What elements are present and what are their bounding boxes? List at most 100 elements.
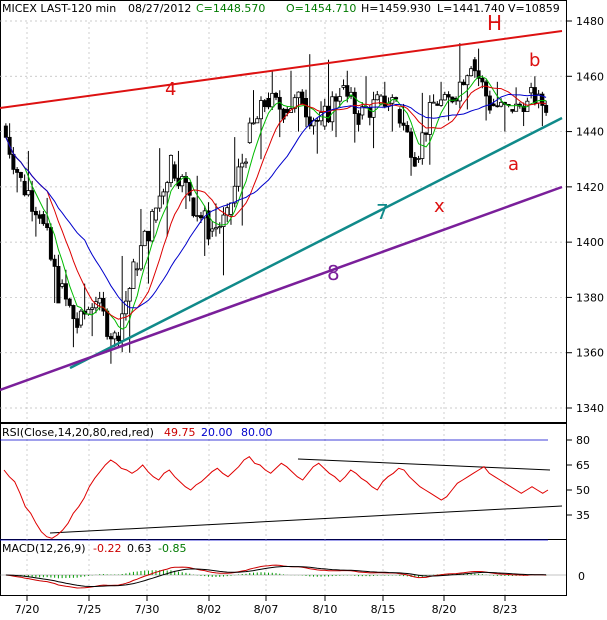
candle-body <box>450 96 455 103</box>
rsi-line-group <box>3 456 549 539</box>
candle-body <box>375 94 380 101</box>
macd-hist-value: -0.85 <box>158 542 186 555</box>
time-tick-label: 8/23 <box>493 603 518 616</box>
time-tick-label: 8/20 <box>432 603 457 616</box>
candle-body <box>187 182 192 196</box>
candle-body <box>296 91 301 99</box>
price-tick-label: 1420 <box>576 181 604 194</box>
candle-body <box>232 185 237 204</box>
rsi-tick-label: 50 <box>576 484 590 497</box>
candle-body <box>161 191 166 197</box>
candle-body <box>3 125 8 138</box>
candle-body <box>165 182 170 193</box>
price-tick-label: 1360 <box>576 347 604 360</box>
trendline-4 <box>0 30 563 109</box>
x-axis: 7/20 7/25 7/30 8/02 8/07 8/10 8/15 8/20 8/23 <box>15 596 518 616</box>
candle-body <box>48 227 53 260</box>
candle-body <box>446 94 451 98</box>
candle-body <box>157 195 162 209</box>
candle-body <box>202 210 207 219</box>
candle-body <box>150 210 155 242</box>
candle-body <box>416 158 421 160</box>
rsi-panel-frame <box>0 423 567 540</box>
macd-title: MACD(12,26,9) <box>2 542 86 555</box>
macd-line <box>5 564 547 589</box>
candle-body <box>221 214 226 227</box>
annotation-x: x <box>434 196 445 217</box>
rsi-lower-level: 20.00 <box>201 426 233 439</box>
price-tick-label: 1440 <box>576 126 604 139</box>
candle-body <box>510 109 515 112</box>
candle-body <box>101 297 106 312</box>
ma-fast-line <box>5 76 547 330</box>
rsi-upper-level: 80.00 <box>241 426 273 439</box>
candle-body <box>198 215 203 219</box>
candle-body <box>360 106 365 116</box>
candle-body <box>67 298 72 306</box>
header-high: H=1459.930 <box>361 2 431 15</box>
annotation-4: 4 <box>165 79 176 100</box>
candle-body <box>424 132 429 135</box>
header-symbol: MICEX LAST-120 min <box>2 2 116 15</box>
candle-body <box>138 245 143 270</box>
rsi-tick-label: 80 <box>576 434 590 447</box>
rsi-line <box>3 456 549 539</box>
candle-body <box>412 157 417 167</box>
candle-body <box>97 297 102 304</box>
rsi-support-line <box>49 505 563 534</box>
candle-body <box>401 122 406 126</box>
price-panel-frame <box>0 0 567 423</box>
candle-body <box>127 288 132 302</box>
candle-body <box>213 227 218 230</box>
rsi-tick-label: 35 <box>576 509 590 522</box>
time-tick-label: 8/07 <box>254 603 279 616</box>
candle-body <box>228 202 233 215</box>
candle-body <box>461 81 466 86</box>
candle-body <box>382 95 387 107</box>
candle-body <box>153 207 158 221</box>
candle-body <box>307 116 312 127</box>
candle-body <box>442 94 447 101</box>
candle-body <box>30 190 35 212</box>
candle-body <box>304 98 309 118</box>
candle-body <box>326 105 331 123</box>
candle-body <box>371 99 376 118</box>
annotation-b: b <box>529 50 540 71</box>
price-tick-label: 1480 <box>576 15 604 28</box>
rsi-resistance-line <box>297 458 551 471</box>
candle-body <box>334 96 339 102</box>
price-tick-label: 1400 <box>576 236 604 249</box>
candle-body <box>457 81 462 102</box>
moving-averages <box>5 76 547 330</box>
price-tick-label: 1380 <box>576 291 604 304</box>
candle-body <box>439 99 444 106</box>
candle-body <box>352 91 357 114</box>
candle-body <box>146 230 151 242</box>
grid <box>0 20 566 595</box>
rsi-title: RSI(Close,14,20,80,red,red) <box>2 426 154 439</box>
candle-body <box>116 335 121 342</box>
candle-body <box>472 59 477 72</box>
rsi-axis: 80 65 50 35 <box>566 434 590 522</box>
candle-body <box>63 283 68 300</box>
candle-body <box>487 95 492 111</box>
ma-slow-line <box>5 93 547 309</box>
candle-body <box>11 153 16 170</box>
candle-body <box>266 98 271 108</box>
candle-body <box>52 258 57 267</box>
price-axis: 1480 1460 1440 1420 1400 1380 1360 1340 <box>566 15 604 415</box>
candle-body <box>217 226 222 229</box>
candle-body <box>71 305 76 320</box>
header-open: O=1454.710 <box>286 2 356 15</box>
rsi-last-value: 49.75 <box>164 426 196 439</box>
candle-body <box>243 161 248 164</box>
annotation-a: a <box>508 154 519 175</box>
candle-body <box>341 85 346 88</box>
ma-mid-line <box>5 85 547 320</box>
macd-signal-line <box>5 566 547 587</box>
candle-body <box>270 92 275 108</box>
header-volume: V=10859 <box>508 2 560 15</box>
candle-body <box>236 166 241 187</box>
macd-panel-frame <box>0 539 567 596</box>
candle-body <box>285 109 290 113</box>
